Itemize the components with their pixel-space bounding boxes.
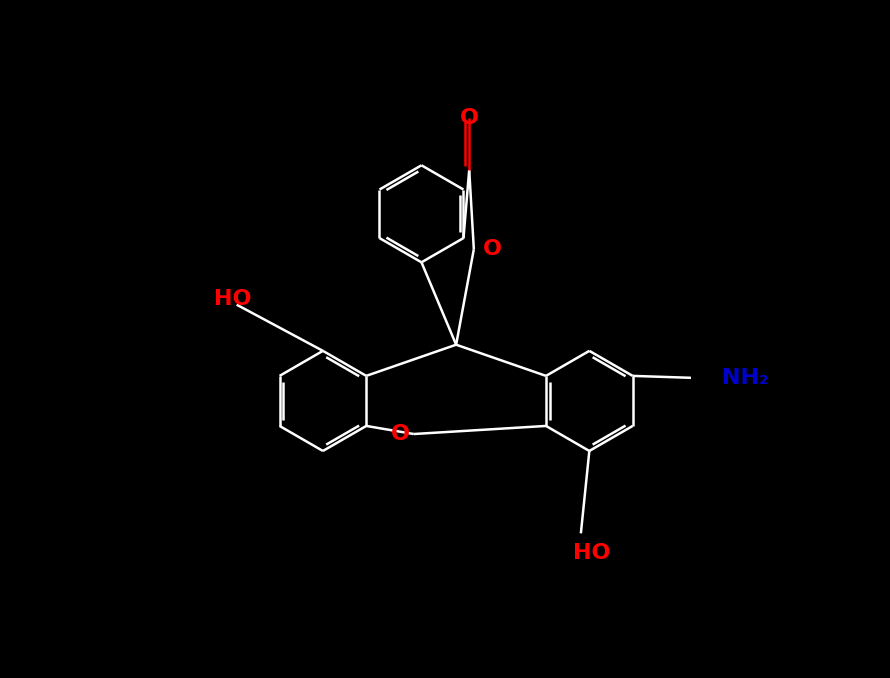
Text: HO: HO bbox=[214, 289, 251, 308]
Text: O: O bbox=[460, 108, 479, 128]
Text: NH₂: NH₂ bbox=[722, 367, 769, 388]
Text: O: O bbox=[483, 239, 502, 259]
Text: O: O bbox=[391, 424, 410, 444]
Text: HO: HO bbox=[573, 542, 611, 563]
